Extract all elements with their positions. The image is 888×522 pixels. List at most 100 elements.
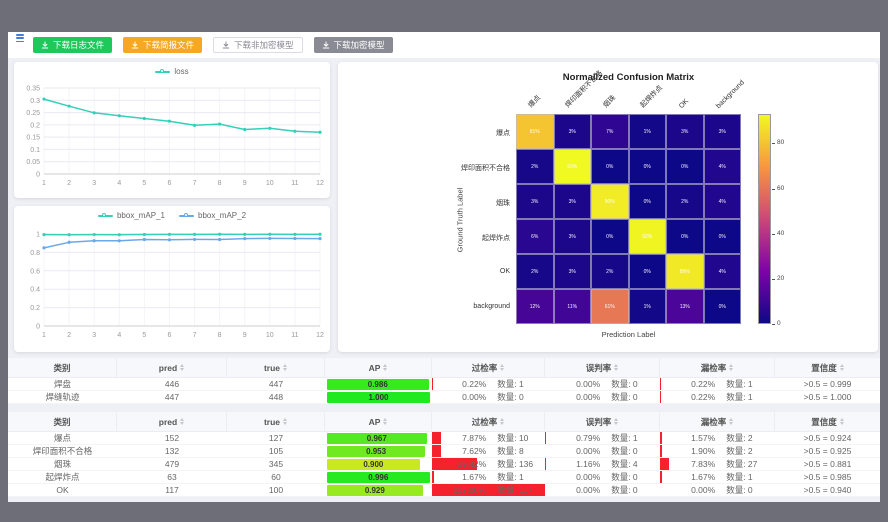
table-row: 焊印面积不合格 132 105 0.953 7.62% 数量: 8 0.00% 数量: 0 1.… xyxy=(8,445,880,458)
legend-item-loss[interactable]: loss xyxy=(155,67,189,76)
cell-true: 127 xyxy=(268,433,284,443)
svg-text:10: 10 xyxy=(266,332,274,339)
cell-ap: 0.986 xyxy=(325,378,432,390)
cm-row-label: background xyxy=(473,302,510,310)
sort-carets-icon[interactable] xyxy=(283,364,288,371)
column-header-true[interactable]: true xyxy=(227,358,325,377)
cell-misjudge-rate: 0.00% 数量: 0 xyxy=(545,391,660,403)
column-header-误判率[interactable]: 误判率 xyxy=(545,412,660,431)
rate-count: 数量: 0 xyxy=(497,392,524,402)
sort-carets-icon[interactable] xyxy=(729,418,734,425)
ap-bar: 0.900 xyxy=(327,458,420,470)
loss-svg: 00.050.10.150.20.250.30.351 2 3 4 5 6 7 8 9 10 11 1… xyxy=(26,86,324,188)
cm-row-label: 起焊炸点 xyxy=(482,234,510,242)
column-header-过检率[interactable]: 过检率 xyxy=(432,358,545,377)
sort-carets-icon[interactable] xyxy=(839,364,844,371)
column-header-true[interactable]: true xyxy=(227,412,325,431)
legend-item-bbox_mAP_1[interactable]: bbox_mAP_1 xyxy=(97,211,165,220)
sort-carets-icon[interactable] xyxy=(180,418,185,425)
cm-row-label: OK xyxy=(499,267,510,275)
cell-confidence: >0.5 = 0.985 xyxy=(803,472,852,482)
cm-cell: 0% xyxy=(666,219,704,254)
column-header-pred[interactable]: pred xyxy=(117,358,227,377)
rate-count: 数量: 27 xyxy=(726,459,758,469)
svg-text:0.35: 0.35 xyxy=(26,86,40,93)
sort-carets-icon[interactable] xyxy=(614,364,619,371)
button-label: 下载加密模型 xyxy=(333,40,385,50)
table-row: 焊缝轨迹 447 448 1.000 0.00% 数量: 0 0.00% 数量: 0 0.22%… xyxy=(8,391,880,404)
svg-text:6: 6 xyxy=(168,180,172,187)
rate-bar xyxy=(660,458,669,470)
cell-over-detect-rate: 0.00% 数量: 0 xyxy=(432,391,545,403)
download-log-button[interactable]: 下载日志文件 xyxy=(33,37,113,53)
svg-text:0: 0 xyxy=(36,172,40,179)
menu-icon[interactable] xyxy=(16,34,24,42)
download-encrypted-model-button[interactable]: 下载加密模型 xyxy=(313,37,393,53)
sort-carets-icon[interactable] xyxy=(614,418,619,425)
sort-carets-icon[interactable] xyxy=(283,418,288,425)
cm-cell: 89% xyxy=(666,254,704,289)
legend-marker xyxy=(155,68,171,73)
sort-carets-icon[interactable] xyxy=(500,418,505,425)
column-header-过检率[interactable]: 过检率 xyxy=(432,412,545,431)
legend-marker xyxy=(179,212,194,217)
rate-percent: 0.79% xyxy=(576,433,601,443)
cm-cell: 61% xyxy=(591,289,629,324)
svg-text:5: 5 xyxy=(142,180,146,187)
rate-count: 数量: 8 xyxy=(497,446,524,456)
svg-text:4: 4 xyxy=(117,332,121,339)
ap-bar: 0.996 xyxy=(327,471,430,483)
sort-carets-icon[interactable] xyxy=(180,364,185,371)
rate-count: 数量: 0 xyxy=(611,472,638,482)
cm-col-label: 起焊炸点 xyxy=(639,84,665,110)
cell-ap: 0.953 xyxy=(325,445,432,457)
rate-bar xyxy=(660,391,661,403)
rate-count: 数量: 0 xyxy=(726,485,753,495)
rate-percent: 0.22% xyxy=(691,379,716,389)
cm-cell: 0% xyxy=(628,254,666,289)
cm-colorbar-tickmark xyxy=(772,324,775,325)
download-report-button[interactable]: 下载简报文件 xyxy=(123,37,203,53)
cell-miss-rate: 0.00% 数量: 0 xyxy=(660,484,775,496)
cell-class: 焊盘 xyxy=(53,379,71,389)
rate-count: 数量: 1 xyxy=(497,379,524,389)
column-header-误判率[interactable]: 误判率 xyxy=(545,358,660,377)
column-header-漏检率[interactable]: 漏检率 xyxy=(660,412,775,431)
rate-bar xyxy=(660,445,663,457)
rate-bar xyxy=(432,378,433,390)
sort-carets-icon[interactable] xyxy=(383,418,388,425)
column-header-AP[interactable]: AP xyxy=(325,412,432,431)
rate-percent: 0.00% xyxy=(576,379,601,389)
rate-percent: 1.67% xyxy=(462,472,487,482)
sort-carets-icon[interactable] xyxy=(383,364,388,371)
column-header-漏检率[interactable]: 漏检率 xyxy=(660,358,775,377)
svg-text:0.8: 0.8 xyxy=(30,250,40,257)
table-header-row: 类别 pred true AP 过检率 误判率 漏检率 置信度 xyxy=(8,412,880,432)
confusion-matrix-title: Normalized Confusion Matrix xyxy=(562,72,695,83)
cell-ap: 0.967 xyxy=(325,432,432,444)
cm-cell: 0% xyxy=(703,289,741,324)
legend-item-bbox_mAP_2[interactable]: bbox_mAP_2 xyxy=(179,211,246,220)
bbox_map-svg: 00.20.40.60.811 2 3 4 5 6 7 8 9 10 11 12 xyxy=(30,232,324,340)
sort-carets-icon[interactable] xyxy=(839,418,844,425)
sort-carets-icon[interactable] xyxy=(500,364,505,371)
download-plain-model-button[interactable]: 下载非加密模型 xyxy=(213,37,303,53)
svg-text:0: 0 xyxy=(36,324,40,331)
sort-carets-icon[interactable] xyxy=(729,364,734,371)
svg-text:8: 8 xyxy=(218,332,222,339)
cm-cell: 3% xyxy=(553,184,591,219)
rate-count: 数量: 117 xyxy=(497,485,533,495)
svg-text:0.2: 0.2 xyxy=(30,305,40,312)
rate-percent: 0.00% xyxy=(462,392,487,402)
column-header-AP[interactable]: AP xyxy=(325,358,432,377)
rate-count: 数量: 0 xyxy=(611,379,638,389)
table-row: OK 117 100 0.929 117.00% 数量: 117 0.00% 数量: 0 0.0… xyxy=(8,484,880,497)
cm-colorbar-tick: 40 xyxy=(777,229,785,237)
cm-row-label: 爆点 xyxy=(496,129,510,137)
svg-text:0.25: 0.25 xyxy=(26,110,40,117)
svg-text:6: 6 xyxy=(168,332,172,339)
column-header-置信度[interactable]: 置信度 xyxy=(775,412,880,431)
column-header-pred[interactable]: pred xyxy=(117,412,227,431)
column-header-类别: 类别 xyxy=(8,358,117,377)
column-header-置信度[interactable]: 置信度 xyxy=(775,358,880,377)
